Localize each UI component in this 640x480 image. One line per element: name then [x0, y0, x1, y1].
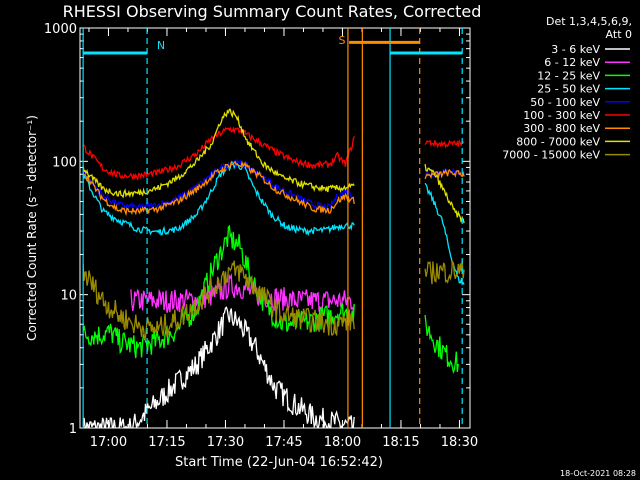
series-line: [82, 260, 355, 341]
x-tick-labels: 17:00 17:15 17:30 17:45 18:00 18:15 18:30: [90, 435, 478, 450]
series-layer: [82, 108, 465, 428]
legend-entry-label: 3 - 6 keV: [551, 43, 600, 56]
attenuator-bar-layer: [83, 40, 463, 55]
series-line: [424, 182, 465, 286]
legend-entry-label: 50 - 100 keV: [530, 96, 600, 109]
legend-entry-label: 800 - 7000 keV: [516, 135, 600, 148]
vertical-marker-layer: [82, 28, 463, 428]
annotation-n: N: [157, 39, 165, 52]
series-line: [82, 160, 355, 217]
series-line: [424, 168, 465, 180]
series-line: [130, 273, 355, 313]
plot-frame: [79, 27, 471, 429]
series-line: [424, 138, 465, 149]
legend-entry-label: 7000 - 15000 keV: [502, 149, 600, 162]
series-line: [82, 108, 355, 199]
x-tick-label: 17:30: [207, 435, 244, 450]
legend-header-attenuator: Att 0: [606, 28, 632, 41]
legend-entry-label: 100 - 300 keV: [523, 109, 600, 122]
x-tick-label: 18:00: [324, 435, 361, 450]
series-line: [424, 164, 465, 224]
legend-entry-label: 25 - 50 keV: [537, 83, 600, 96]
x-tick-label: 17:45: [265, 435, 302, 450]
series-line: [424, 259, 465, 285]
series-line: [82, 224, 355, 359]
x-tick-label: 17:15: [148, 435, 185, 450]
y-tick-label: 1000: [44, 22, 77, 37]
legend-header-detectors: Det 1,3,4,5,6,9,: [546, 15, 632, 28]
series-line: [82, 306, 355, 428]
x-tick-label: 17:00: [90, 435, 127, 450]
y-tick-label: 1: [69, 422, 77, 437]
chart-title: RHESSI Observing Summary Count Rates, Co…: [63, 2, 482, 21]
y-tick-label: 10: [60, 289, 77, 304]
series-line: [82, 161, 355, 237]
series-line: [424, 314, 459, 374]
series-line: [82, 126, 355, 181]
legend-entry-label: 6 - 12 keV: [544, 56, 600, 69]
x-tick-label: 18:30: [441, 435, 478, 450]
generation-timestamp: 18-Oct-2021 08:28: [560, 469, 636, 478]
x-axis-label: Start Time (22-Jun-04 16:52:42): [175, 455, 383, 470]
legend-entry-label: 12 - 25 keV: [537, 69, 600, 82]
x-tick-label: 18:15: [382, 435, 419, 450]
y-tick-label: 100: [52, 155, 77, 170]
y-tick-labels: 1 10 100 1000: [44, 22, 77, 437]
annotation-s: S: [339, 34, 346, 47]
legend-entry-label: 300 - 800 keV: [523, 122, 600, 135]
y-axis-label: Corrected Count Rate (s⁻¹ detector⁻¹): [25, 115, 39, 341]
